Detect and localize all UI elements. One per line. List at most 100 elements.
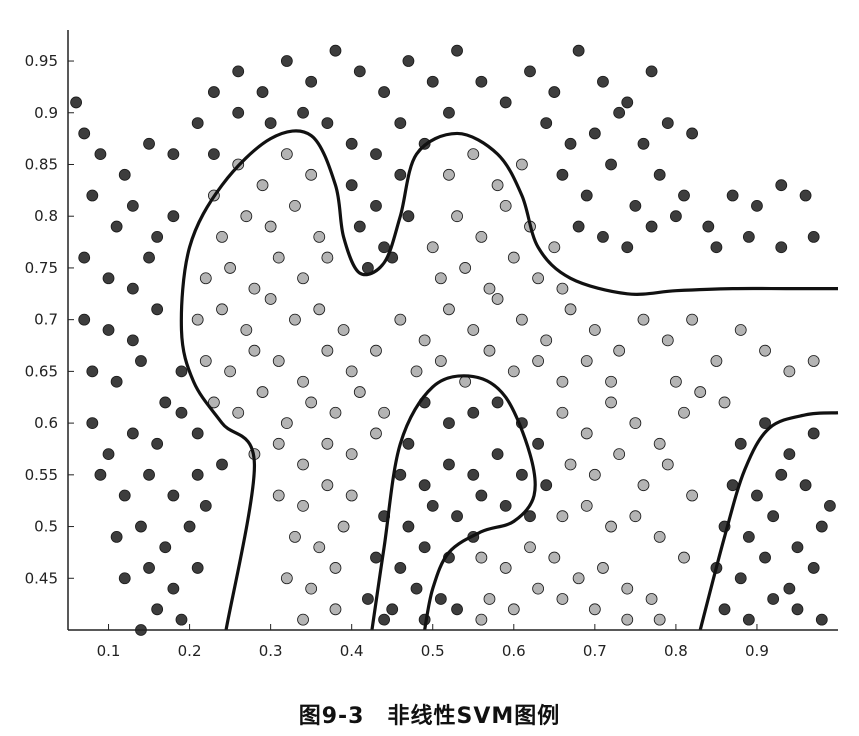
dark-point	[167, 210, 180, 223]
light-point	[329, 603, 342, 616]
dark-point	[126, 334, 139, 347]
dark-point	[613, 106, 626, 119]
light-point	[305, 168, 318, 181]
dark-point	[143, 468, 155, 481]
dark-point	[353, 65, 366, 78]
dark-point	[297, 106, 309, 119]
dark-point	[702, 220, 715, 233]
dark-point	[78, 127, 91, 140]
light-point	[613, 344, 626, 357]
light-point	[434, 355, 447, 367]
light-point	[467, 324, 480, 336]
dark-point	[386, 603, 399, 616]
dark-point	[491, 396, 504, 409]
dark-point	[207, 86, 220, 98]
light-point	[483, 593, 496, 605]
dark-point	[102, 448, 115, 461]
light-point	[199, 355, 212, 367]
light-point	[240, 324, 253, 336]
light-point	[216, 230, 228, 243]
light-point	[353, 386, 366, 398]
dark-point	[515, 468, 528, 481]
dark-point	[467, 406, 480, 419]
dark-point	[175, 365, 188, 378]
dark-point	[580, 189, 593, 202]
dark-point	[588, 127, 601, 140]
y-tick-label: 0.75	[25, 259, 58, 277]
dark-point	[443, 458, 455, 471]
dark-point	[783, 582, 796, 595]
dark-point	[345, 137, 358, 150]
y-tick-label: 0.5	[34, 518, 58, 536]
light-point	[507, 251, 520, 264]
light-point	[475, 613, 488, 626]
x-tick-label: 0.5	[421, 642, 445, 660]
light-point	[272, 251, 285, 264]
light-point	[710, 355, 723, 367]
dark-point	[329, 44, 342, 57]
light-point	[394, 313, 407, 326]
dark-point	[799, 479, 812, 492]
dark-point	[191, 117, 204, 130]
dark-point	[775, 241, 788, 254]
dark-point	[645, 220, 658, 233]
dark-point	[78, 251, 91, 264]
light-point	[645, 593, 658, 605]
dark-point	[564, 137, 577, 150]
dark-point	[669, 210, 682, 223]
dark-point	[726, 189, 739, 202]
light-point	[588, 468, 601, 481]
light-point	[515, 158, 528, 171]
dark-point	[159, 396, 172, 409]
light-point	[297, 272, 309, 285]
dark-point	[280, 55, 293, 67]
dark-point	[734, 437, 747, 450]
dark-point	[451, 44, 463, 57]
dark-point	[759, 551, 771, 564]
light-point	[532, 355, 545, 367]
dark-point	[191, 468, 204, 481]
dark-point	[216, 458, 228, 471]
dark-point	[775, 468, 788, 481]
light-point	[629, 417, 642, 430]
light-point	[515, 313, 528, 326]
dark-point	[199, 499, 212, 512]
dark-point	[191, 562, 204, 574]
light-point	[678, 406, 690, 419]
dark-point	[402, 520, 415, 533]
light-point	[613, 448, 626, 461]
light-point	[305, 582, 318, 595]
light-point	[280, 417, 293, 430]
light-point	[532, 272, 545, 285]
dark-point	[151, 230, 164, 243]
y-tick-label: 0.65	[25, 362, 58, 380]
light-point	[313, 230, 326, 243]
decision-boundary-layer	[179, 129, 839, 631]
dark-point	[94, 468, 107, 481]
dark-point	[823, 499, 836, 512]
y-tick-label: 0.8	[34, 207, 58, 225]
dark-point	[597, 75, 609, 88]
dark-point	[370, 148, 382, 161]
x-tick-label: 0.4	[340, 642, 364, 660]
light-point	[572, 572, 585, 585]
light-point	[605, 375, 617, 388]
light-point	[669, 375, 682, 388]
decision-boundary-1	[179, 129, 838, 631]
light-point	[653, 613, 666, 626]
dark-point	[678, 189, 690, 202]
dark-point	[86, 365, 99, 378]
dark-point	[742, 530, 755, 543]
dark-point	[426, 499, 439, 512]
dark-point	[151, 303, 164, 316]
light-point	[475, 551, 488, 564]
light-point	[686, 489, 699, 502]
dark-point	[742, 613, 755, 626]
dark-point	[86, 417, 99, 430]
dark-point	[410, 582, 423, 595]
light-point	[491, 293, 504, 305]
light-point	[272, 355, 285, 367]
dark-point	[621, 241, 634, 254]
dark-point	[532, 437, 545, 450]
light-point	[191, 313, 204, 326]
